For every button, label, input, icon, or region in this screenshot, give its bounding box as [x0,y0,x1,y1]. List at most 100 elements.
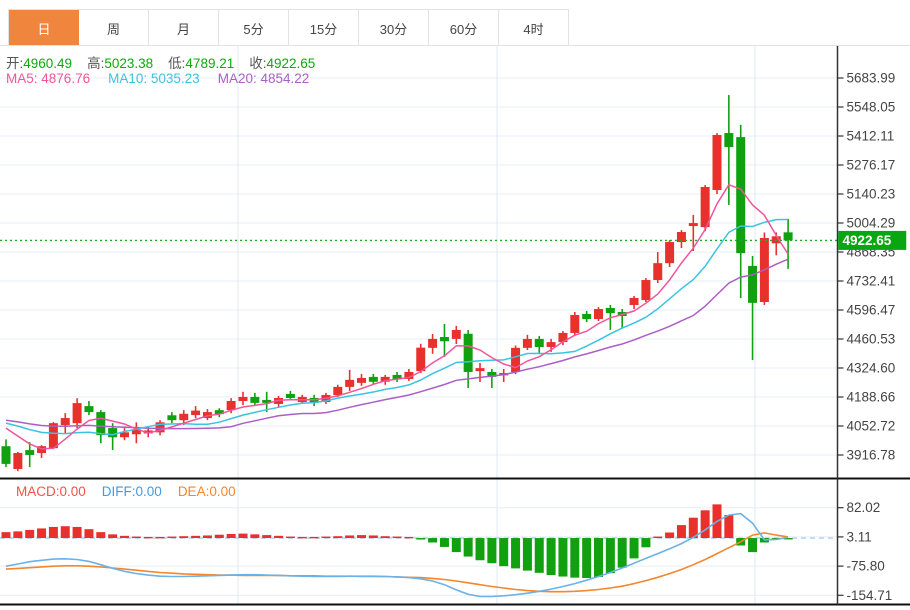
candle-body [724,133,734,148]
axis-tick-label: 4460.53 [847,332,896,347]
candle-body [333,386,343,396]
macd-bar [688,517,698,539]
macd-bar [558,538,568,577]
macd-bar [238,533,248,539]
tab-day[interactable]: 日 [9,10,79,46]
macd-bar [617,538,627,568]
macd-bar [179,536,189,539]
candle-body [214,410,224,415]
macd-bar [214,534,224,539]
macd-bar [37,528,47,539]
candle-body [226,400,236,411]
axis-tick-label: 5683.99 [847,71,896,86]
macd-bar [653,536,663,539]
candle-body [428,338,438,348]
candle-body [60,418,70,426]
axis-tick-label: 3916.78 [847,447,896,462]
candle-body [262,399,272,403]
macd-bar [522,538,532,571]
candle-body [688,223,698,227]
macd-bar [676,525,686,539]
current-price-badge [838,230,907,250]
tab-60min[interactable]: 60分 [429,10,499,46]
ohlc-summary: 开:4960.49 高:5023.38 低:4789.21 收:4922.65 [6,52,315,72]
ma5-line [5,183,789,450]
candle-body [143,430,153,434]
candle-body [25,450,35,455]
candle-body [131,429,141,435]
candle-body [380,376,390,382]
candle-body [368,376,378,382]
tab-4hour[interactable]: 4时 [499,10,569,46]
candle-body [155,422,165,433]
macd-bar [191,535,201,539]
macd-bar [487,538,497,564]
candle-body [736,137,746,254]
candle-body [534,338,544,348]
macd-bar [72,526,82,539]
candle-body [439,336,449,342]
macd-bar [605,538,615,574]
candle-body [357,377,366,383]
candle-body [641,280,651,301]
diff-line [5,512,789,598]
axis-tick-label: 4732.41 [847,274,896,289]
candle-body [120,432,129,438]
open-readout: 开:4960.49 [6,56,73,71]
macd-bar [131,536,141,539]
candle-body [487,371,497,377]
macd-bar [333,536,343,539]
macd-bar [345,535,355,539]
candle-body [48,423,58,449]
candle-body [570,315,580,333]
macd-bar [1,532,11,539]
ma20-readout: MA20: 4854.22 [217,71,310,86]
candle-body [783,232,793,241]
macd-bar [167,536,177,539]
macd-bar [297,536,307,539]
axis-tick-label: 82.02 [847,500,881,515]
candle-body [700,187,710,228]
macd-bar [582,538,592,579]
axis-tick-label: 4052.72 [847,418,896,433]
axis-tick-label: 5004.29 [847,216,896,231]
macd-bar [665,532,675,539]
macd-bar [416,538,426,540]
macd-bar [404,536,414,539]
tab-month[interactable]: 月 [149,10,219,46]
macd-bar [120,535,129,539]
ma10-readout: MA10: 5035.23 [108,71,200,86]
candle-body [665,242,675,264]
macd-bar [534,538,544,573]
candle-body [96,412,106,436]
macd-bar [274,535,284,539]
macd-bar [96,532,106,539]
candle-body [392,374,402,380]
tab-week[interactable]: 周 [79,10,149,46]
axis-tick-label: 4596.47 [847,303,896,318]
macd-bar [143,536,153,539]
axis-tick-label: 5276.17 [847,158,896,173]
axis-tick-label: -154.71 [847,588,893,603]
macd-bar [724,515,734,539]
macd-bar [380,536,390,539]
tab-5min[interactable]: 5分 [219,10,289,46]
tabbar-divider [0,45,910,46]
candle-body [676,232,686,243]
macd-bar [439,538,449,547]
diff-readout: DIFF:0.00 [101,484,162,499]
candle-body [748,265,758,303]
macd-bar [13,531,23,539]
axis-tick-label: 4188.66 [847,389,896,404]
macd-bar [25,529,35,539]
tab-15min[interactable]: 15分 [289,10,359,46]
macd-bar [48,526,58,539]
candle-body [108,428,118,438]
high-readout: 高:5023.38 [87,56,154,71]
macd-readout: MACD:0.00 [16,484,86,499]
tab-30min[interactable]: 30分 [359,10,429,46]
candle-body [712,134,722,190]
candle-body [404,371,414,380]
